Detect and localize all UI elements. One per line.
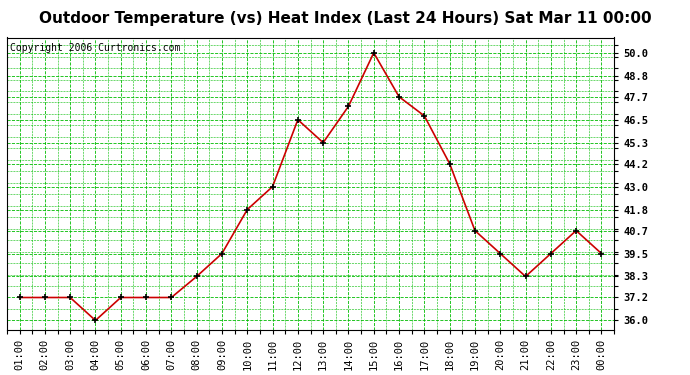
Text: Outdoor Temperature (vs) Heat Index (Last 24 Hours) Sat Mar 11 00:00: Outdoor Temperature (vs) Heat Index (Las… [39,11,651,26]
Text: Copyright 2006 Curtronics.com: Copyright 2006 Curtronics.com [10,44,180,53]
